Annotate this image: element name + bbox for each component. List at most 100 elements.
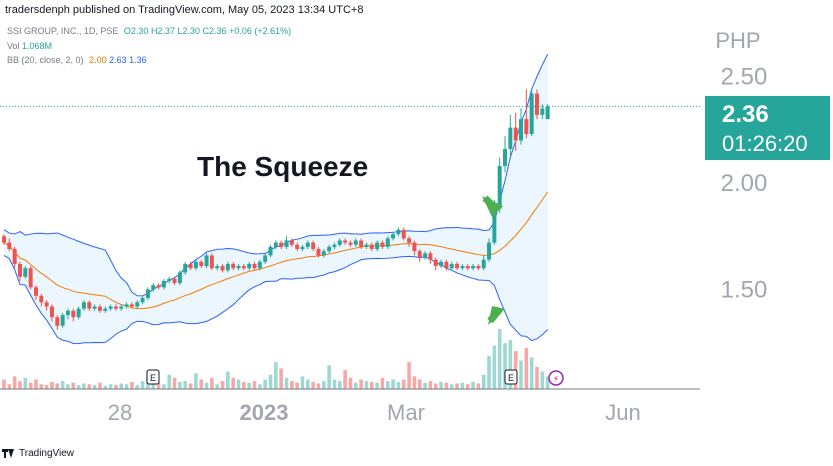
volume-bar [12, 376, 17, 389]
candle-body [476, 266, 481, 269]
candle-body [161, 280, 166, 288]
candle-body [49, 306, 54, 318]
candle-body [231, 263, 236, 269]
candle-body [209, 255, 214, 269]
candle-body [177, 272, 182, 284]
candle-body [369, 244, 374, 250]
volume-bar [375, 382, 379, 389]
ohlc-legend: SSI GROUP, INC., 1D, PSE O2.30 H2.37 L2.… [7, 26, 291, 36]
candle-body [39, 295, 44, 303]
volume-bar [220, 381, 225, 389]
candle-body [103, 308, 108, 311]
candle-body [33, 287, 38, 296]
volume-bar [103, 385, 108, 389]
candle-body [503, 148, 508, 166]
volume-bar [194, 373, 198, 389]
volume-bar [300, 376, 305, 389]
candle-body [439, 261, 444, 267]
candle-body [289, 240, 294, 245]
candle-body [220, 266, 225, 271]
volume-bar [39, 384, 44, 389]
publisher-header: tradersdenph published on TradingView.co… [5, 4, 363, 16]
candle-body [55, 317, 60, 326]
earnings-marker-box [146, 369, 160, 385]
volume-bar [343, 370, 347, 389]
lightning-icon: ⚡ [553, 374, 559, 384]
candle-body [257, 261, 262, 269]
candle-body [2, 236, 6, 243]
candle-body [129, 304, 134, 307]
volume-bar [7, 384, 12, 389]
volume-bar [66, 384, 70, 389]
dividend-icon [548, 370, 564, 386]
candle-body [540, 108, 545, 115]
bb-label: BB (20, close, 2, 0) [7, 55, 84, 65]
candle-body [124, 304, 129, 307]
volume-bar [215, 384, 219, 389]
volume-bar [380, 377, 385, 389]
volume-bar [476, 383, 481, 389]
price-tag-value: 2.36 [722, 101, 769, 128]
bb-lower-value: 1.36 [129, 55, 147, 65]
volume-bar [135, 385, 140, 389]
volume-bar [23, 377, 28, 389]
candle-body [412, 242, 417, 252]
low-value: L2.30 [177, 26, 201, 36]
volume-bar [306, 379, 310, 389]
bollinger-basis-line [3, 191, 549, 310]
volume-bar [28, 382, 33, 389]
candle-body [428, 253, 433, 260]
price-chart[interactable]: The Squeeze E E ⚡ 28 2023 Mar Jun PHP 2.50 2.00 1.5… [0, 0, 833, 446]
candle-body [263, 255, 268, 262]
candle-body [433, 259, 438, 267]
candle-body [44, 302, 49, 307]
candle-body [193, 261, 198, 269]
tradingview-footer: TradingView [2, 448, 74, 459]
volume-bar [369, 381, 374, 389]
publisher-text: tradersdenph published on TradingView.co… [5, 4, 364, 16]
candle-body [316, 249, 321, 256]
volume-bar [396, 381, 401, 389]
volume-bar [353, 382, 358, 389]
volume-bar [114, 385, 118, 389]
x-tick-label: 2023 [240, 400, 289, 425]
candle-body [12, 249, 17, 264]
symbol-label: SSI GROUP, INC., 1D, PSE [7, 26, 119, 36]
volume-bar [364, 381, 369, 389]
bb-upper-value: 2.63 [109, 55, 127, 65]
candle-body [145, 289, 150, 299]
open-value: O2.30 [123, 26, 149, 36]
volume-bar [535, 366, 539, 389]
candle-body [529, 93, 534, 135]
earnings-marker-label: E [150, 373, 156, 383]
volume-bar [428, 381, 433, 389]
volume-bar [385, 381, 390, 389]
candle-body [444, 261, 449, 269]
volume-bar [423, 382, 427, 389]
candle-body [236, 266, 241, 269]
candle-body [97, 306, 102, 311]
volume-bar [327, 365, 331, 389]
volume-bar [231, 377, 235, 389]
candle-body [76, 308, 81, 318]
vol-label: Vol [7, 41, 20, 51]
volume-bar [156, 382, 161, 389]
volume-bar [268, 374, 273, 389]
volume-bar [130, 381, 134, 389]
candle-body [247, 263, 252, 269]
volume-bar [529, 357, 534, 389]
candle-body [535, 93, 539, 115]
candle-body [465, 266, 470, 269]
volume-bar [524, 347, 529, 389]
volume-bar [204, 382, 209, 389]
candle-body [241, 266, 246, 269]
candle-body [380, 242, 385, 247]
candle-body [252, 263, 257, 269]
volume-bar [108, 384, 113, 389]
volume-bar [167, 374, 172, 389]
volume-bar [465, 384, 470, 389]
volume-bar [487, 355, 491, 389]
candle-body [364, 244, 369, 247]
tradingview-logo-icon [2, 449, 15, 458]
volume-bar [439, 381, 443, 389]
